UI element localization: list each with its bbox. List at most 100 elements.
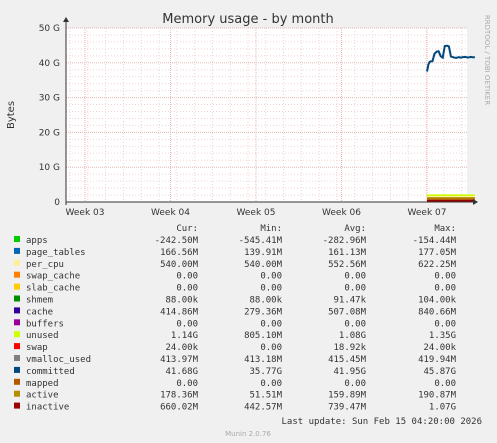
legend-value: 1.08G (339, 331, 366, 341)
legend-value: 540.00M (160, 260, 199, 270)
x-tick-label: Week 03 (66, 208, 105, 218)
legend-value: 166.56M (160, 248, 199, 258)
legend-value: 507.08M (328, 307, 367, 317)
legend-value: 805.10M (244, 331, 283, 341)
legend-swatch-swap_cache (14, 271, 20, 278)
grid (66, 27, 467, 203)
legend-value: 45.87G (423, 367, 456, 377)
legend-name: unused (26, 331, 59, 341)
legend-value: 0.00 (176, 319, 198, 329)
legend-header: Avg: (344, 224, 366, 234)
series-lines (426, 44, 475, 72)
legend-value: 41.95G (333, 367, 366, 377)
y-tick-label: 20 G (39, 128, 60, 138)
legend-value: 0.00 (344, 379, 366, 389)
legend-swatch-mapped (14, 378, 20, 385)
legend-swatch-unused (14, 331, 20, 338)
legend-value: 139.91M (244, 248, 283, 258)
y-axis-label: Bytes (6, 101, 17, 129)
legend-value: 413.18M (244, 355, 283, 365)
legend-value: -282.96M (323, 236, 367, 246)
legend-value: -154.44M (413, 236, 457, 246)
legend-value: 415.45M (328, 355, 367, 365)
legend-value: 0.00 (344, 284, 366, 294)
legend-swatch-page_tables (14, 247, 20, 254)
legend-value: 622.25M (418, 260, 457, 270)
legend-name: swap (26, 343, 48, 353)
legend-name: swap_cache (26, 272, 80, 282)
legend-value: 178.36M (160, 391, 199, 401)
y-tick-labels: 0 10 G 20 G 30 G 40 G 50 G (39, 24, 61, 208)
stack-band (427, 196, 475, 198)
legend-swatch-inactive (14, 402, 20, 409)
legend-name: cache (26, 307, 53, 317)
legend-name: buffers (26, 319, 64, 329)
legend-swatch-cache (14, 307, 20, 314)
legend-value: 414.86M (160, 307, 199, 317)
munin-version: Munin 2.0.76 (225, 430, 271, 438)
legend-value: 739.47M (328, 403, 367, 413)
legend-name: mapped (26, 379, 59, 389)
legend-value: 41.68G (165, 367, 198, 377)
legend-value: 540.00M (244, 260, 283, 270)
legend-swatch-slab_cache (14, 283, 20, 290)
legend-value: 0.00 (344, 319, 366, 329)
legend-value: 0.00 (434, 272, 456, 282)
legend-swatch-apps (14, 236, 20, 242)
stack-band (427, 197, 475, 199)
legend-header: Min: (260, 224, 282, 234)
legend-value: 552.56M (328, 260, 367, 270)
legend-value: 0.00 (434, 284, 456, 294)
legend-swatch-per_cpu (14, 259, 20, 266)
legend-value: 442.57M (244, 403, 283, 413)
legend-swatch-vmalloc_used (14, 355, 20, 361)
legend-value: 1.35G (429, 331, 456, 341)
rrdtool-credit: RRDTOOL / TOBI OETIKER (483, 15, 491, 105)
legend-value: 0.00 (176, 379, 198, 389)
legend-swatch-committed (14, 366, 20, 373)
legend-value: 0.00 (176, 284, 198, 294)
legend-header: Cur: (176, 224, 198, 234)
last-update: Last update: Sun Feb 15 04:20:00 2026 (282, 417, 482, 427)
x-axis-arrow (473, 199, 478, 205)
legend-value: 279.36M (244, 307, 283, 317)
x-tick-label: Week 04 (151, 208, 190, 218)
legend-value: 24.00k (423, 343, 456, 353)
legend-swatch-active (14, 390, 20, 397)
legend-name: slab_cache (26, 284, 80, 294)
legend-value: -545.41M (239, 236, 283, 246)
legend-swatch-shmem (14, 295, 20, 302)
legend-value: 1.07G (429, 403, 456, 413)
legend-value: 419.94M (418, 355, 457, 365)
legend-value: 91.47k (333, 296, 366, 306)
legend-name: vmalloc_used (26, 355, 91, 365)
legend-value: 413.97M (160, 355, 199, 365)
y-tick-label: 0 (54, 198, 60, 208)
stack-band (427, 194, 475, 197)
legend-value: 35.77G (249, 367, 282, 377)
y-tick-label: 30 G (39, 94, 60, 104)
series-line-committed (426, 44, 475, 72)
legend-value: 840.66M (418, 307, 457, 317)
legend-value: 190.87M (418, 391, 457, 401)
legend-name: inactive (26, 403, 69, 413)
legend-value: 161.13M (328, 248, 367, 258)
y-tick-label: 40 G (39, 59, 60, 69)
legend-value: 0.00 (260, 272, 282, 282)
legend-name: shmem (26, 296, 53, 306)
stack-band (427, 199, 475, 202)
legend-value: 660.02M (160, 403, 199, 413)
legend-value: 0.00 (434, 319, 456, 329)
y-axis-arrow (63, 17, 69, 22)
y-tick-label: 50 G (39, 24, 60, 34)
legend-value: 0.00 (260, 284, 282, 294)
legend-value: 1.14G (171, 331, 198, 341)
legend-value: 0.00 (176, 272, 198, 282)
legend-name: page_tables (26, 248, 86, 258)
stack-band (427, 198, 475, 200)
legend-value: 0.00 (434, 379, 456, 389)
legend: Cur: Min: Avg: Max: apps -242.50M -545.41M -282… (14, 224, 457, 413)
axes (63, 17, 478, 205)
